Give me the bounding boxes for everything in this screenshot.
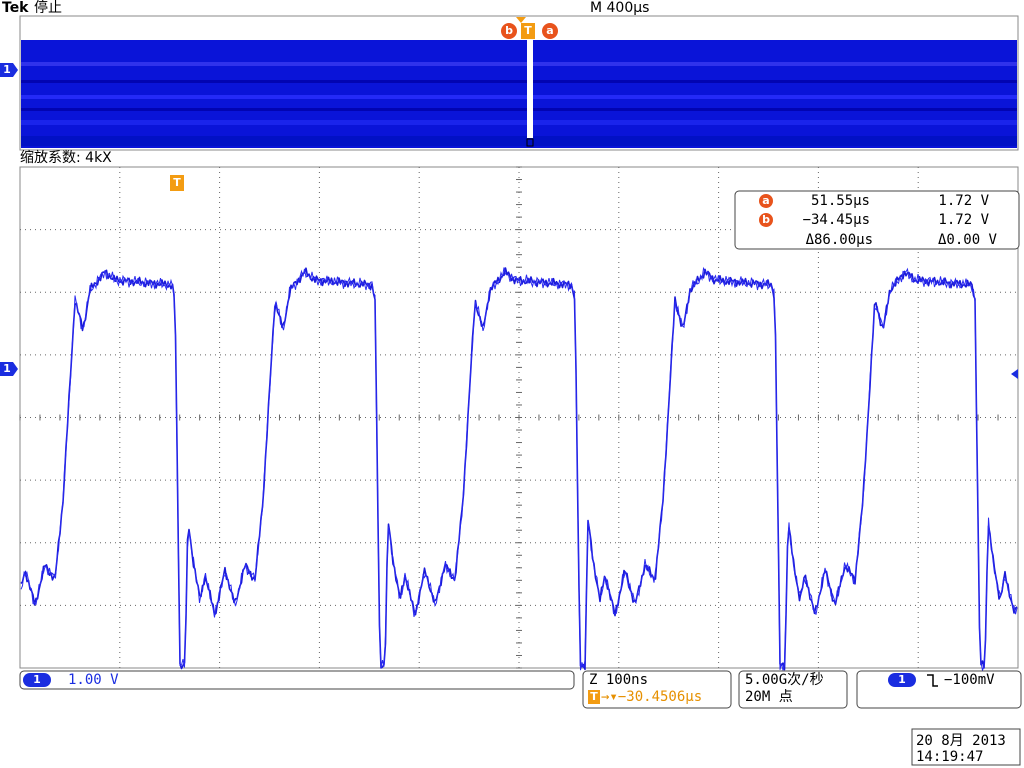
- trigger-source-label: 1: [898, 673, 906, 686]
- channel-box[interactable]: [19, 670, 575, 690]
- channel-label: 1: [3, 63, 11, 76]
- channel-badge: [23, 673, 51, 687]
- trigger-pos-marker: [588, 690, 600, 704]
- overview-waveform: [21, 40, 1017, 148]
- trigger-level-pointer: [1011, 369, 1018, 379]
- brand: Tek: [2, 0, 29, 16]
- trigger-marker-zoom: [170, 175, 184, 191]
- cursor-a-marker: [542, 23, 558, 39]
- cursor-b-voltage: 1.72 V: [938, 212, 989, 228]
- channel-marker: [0, 63, 18, 77]
- zoom-window: [527, 18, 533, 138]
- cursor-a-time: 51.55µs: [811, 193, 870, 209]
- cursor-a-voltage: 1.72 V: [938, 193, 989, 209]
- channel-label-zoom: 1: [3, 362, 11, 375]
- trigger-slope-icon: [927, 674, 938, 687]
- channel-marker-zoom: [0, 362, 18, 376]
- overview-band: [21, 95, 1017, 99]
- trigger-box[interactable]: [856, 670, 1022, 709]
- date: 20 8月 2013: [916, 733, 1006, 749]
- overview-band: [21, 120, 1017, 125]
- overview-band: [21, 136, 1017, 146]
- readout-b-marker: [759, 213, 773, 227]
- overview-band: [21, 80, 1017, 83]
- record-length: 20M 点: [745, 689, 793, 705]
- cursor-b-time: −34.45µs: [803, 212, 870, 228]
- overview-stripes: [21, 62, 1017, 146]
- trigger-label-zoom: T: [173, 176, 181, 189]
- cursor-b-label: b: [505, 24, 513, 37]
- zoom-box[interactable]: [582, 670, 732, 709]
- delta-voltage: Δ0.00 V: [938, 232, 998, 248]
- graticule: [19, 166, 1018, 669]
- channel-badge-label: 1: [33, 673, 41, 686]
- cursor-a-label: a: [546, 24, 553, 37]
- trigger-pointer: [516, 17, 526, 23]
- acquisition-box[interactable]: [738, 670, 848, 709]
- delta-time: Δ86.00µs: [806, 232, 873, 248]
- cursor-readout-box: [734, 190, 1020, 250]
- sample-rate: 5.00G次/秒: [745, 672, 824, 688]
- trigger-level: −100mV: [944, 672, 995, 688]
- time: 14:19:47: [916, 749, 983, 765]
- readout-b-label: b: [762, 213, 770, 226]
- readout-a-marker: [759, 194, 773, 208]
- zoom-scale: Z 100ns: [589, 672, 648, 688]
- trigger-marker: [521, 23, 535, 39]
- zoom-factor: 缩放系数: 4kX: [20, 150, 112, 166]
- readout-a-label: a: [762, 194, 769, 207]
- overview-band: [21, 62, 1017, 66]
- trigger-source-badge: [888, 673, 916, 687]
- trigger-position: →▾−30.4506µs: [601, 689, 702, 705]
- overview-band: [21, 108, 1017, 111]
- cursor-b-marker: [501, 23, 517, 39]
- waveform-overlay: [20, 266, 1018, 671]
- datetime-box: [911, 728, 1021, 766]
- channel-scale: 1.00 V: [68, 672, 119, 688]
- trigger-pos-label: T: [590, 690, 598, 703]
- run-status: 停止: [34, 0, 62, 16]
- zoom-handle: [526, 138, 534, 147]
- timebase: M 400µs: [590, 0, 649, 16]
- trigger-label: T: [524, 24, 532, 37]
